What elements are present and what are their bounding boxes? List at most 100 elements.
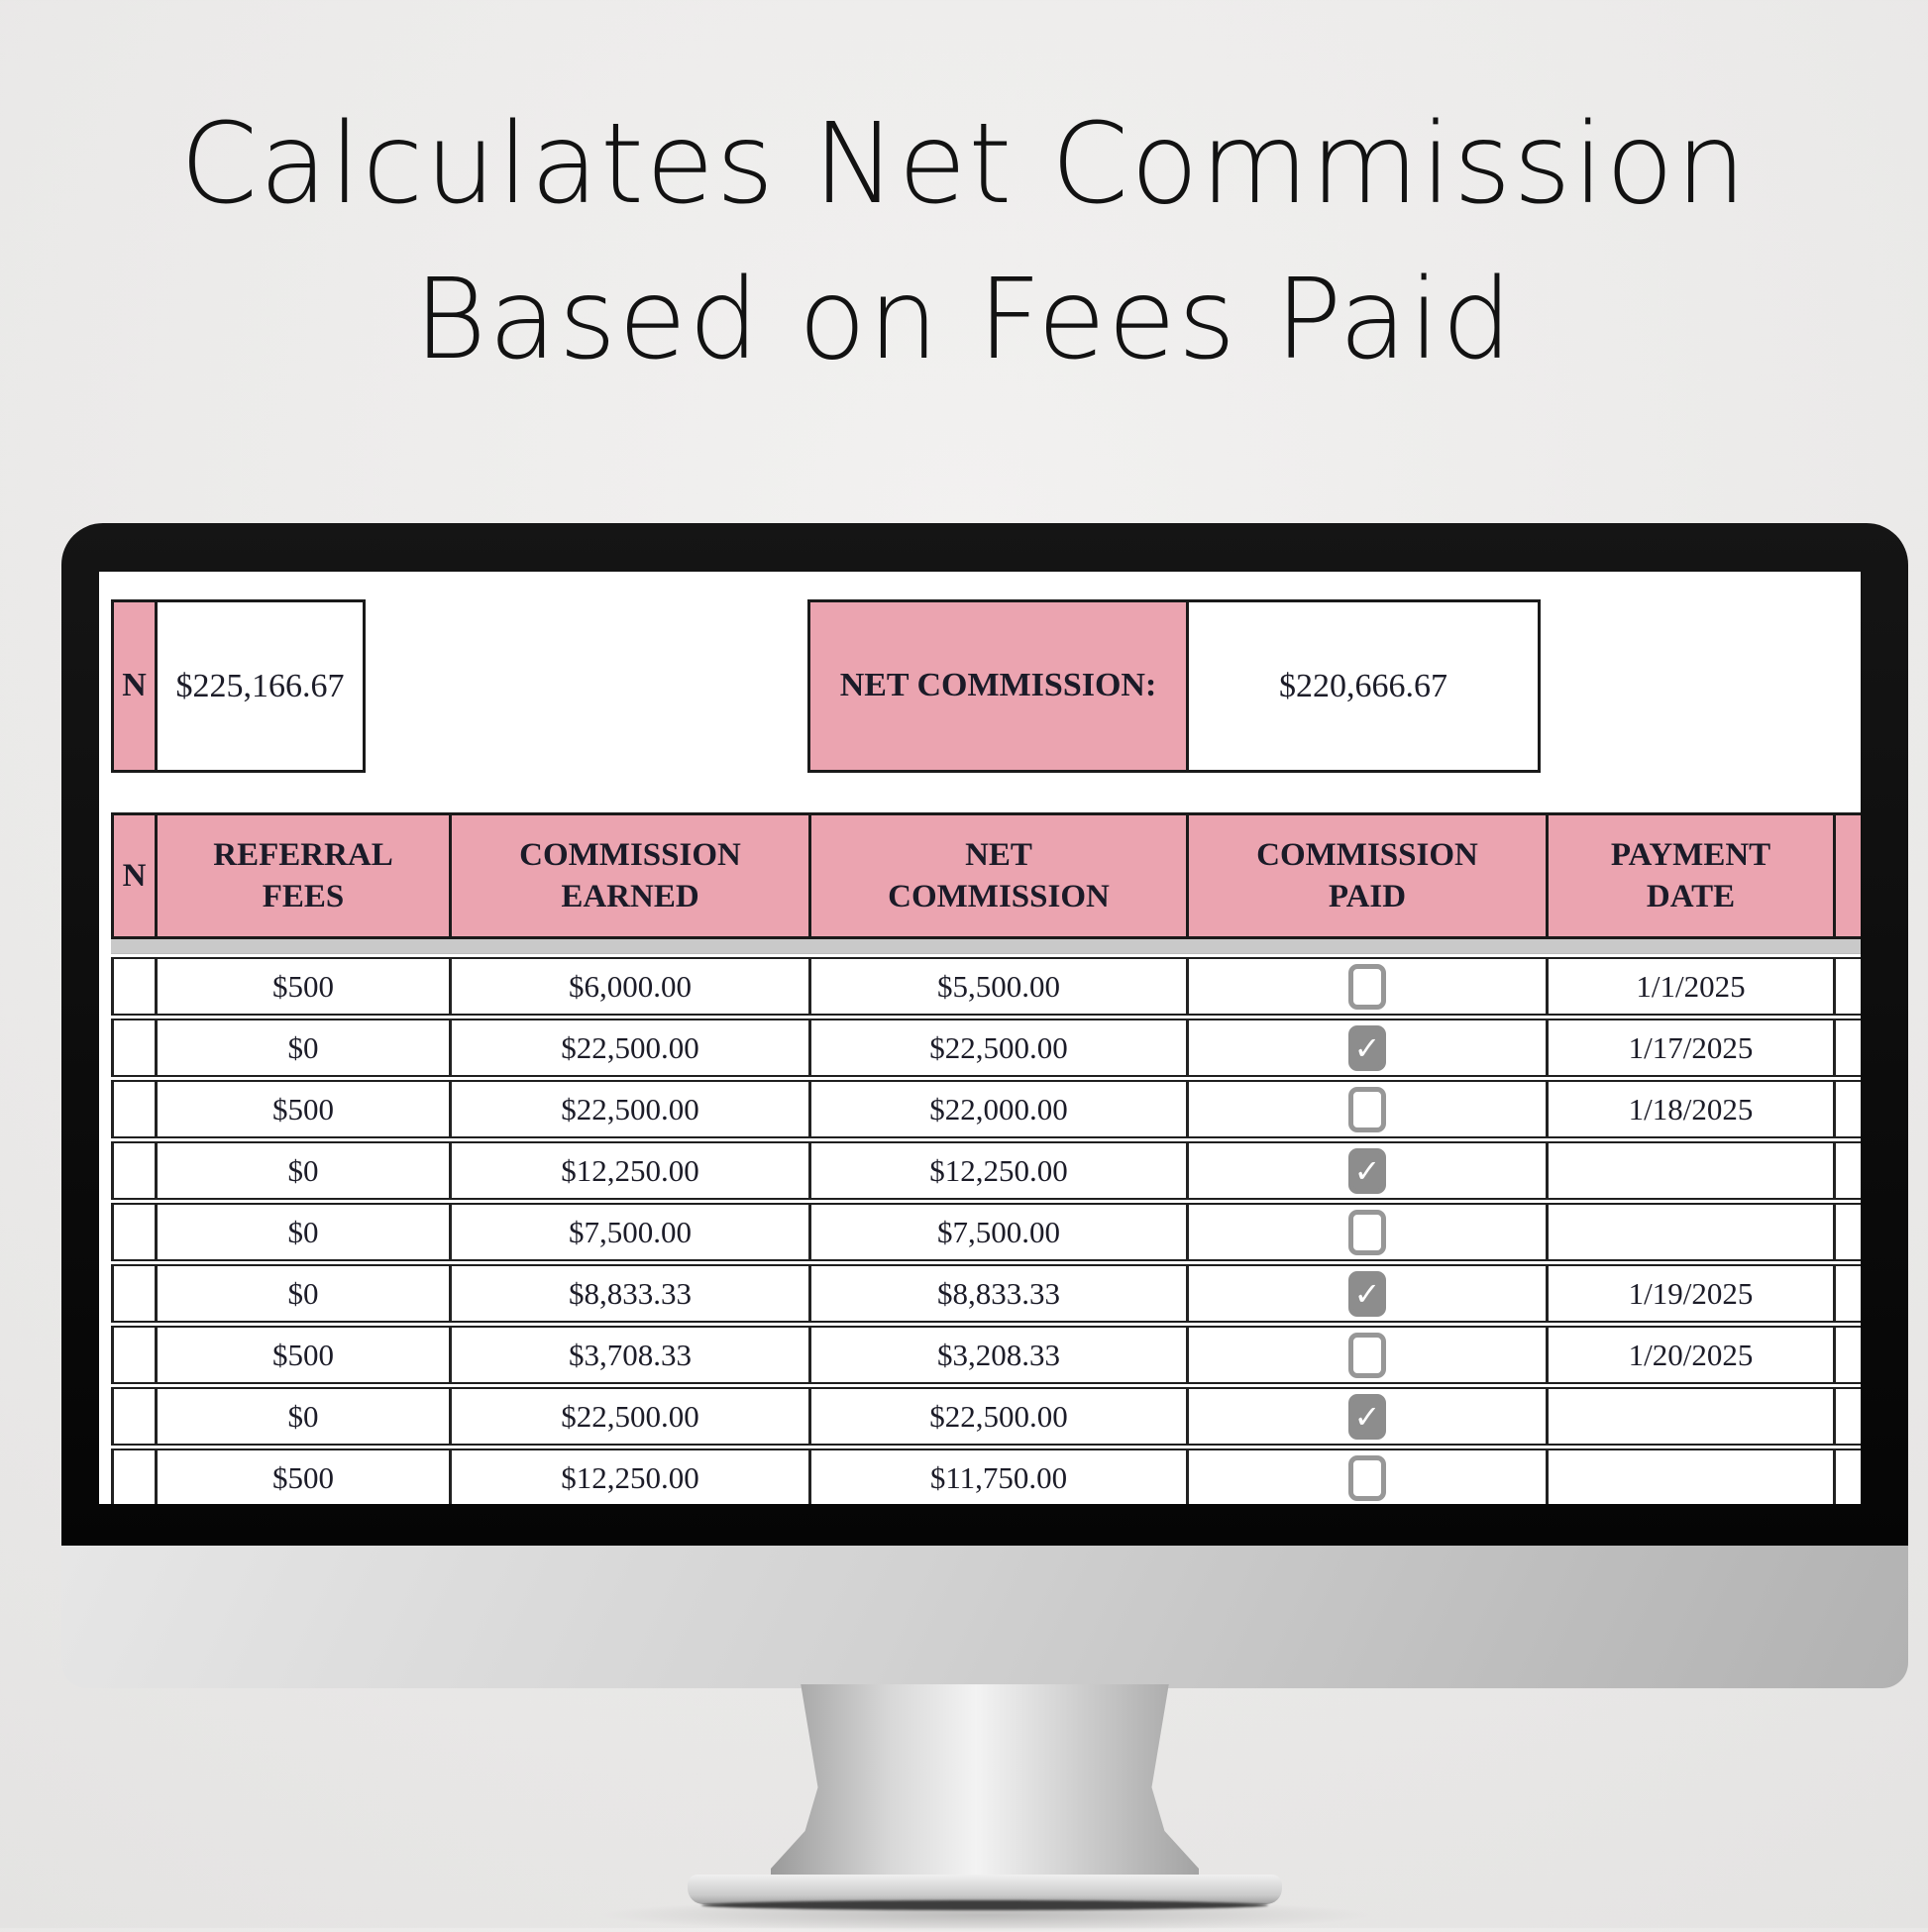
- cell-partial[interactable]: [111, 1266, 155, 1321]
- cell-cut-column[interactable]: [1833, 1389, 1861, 1444]
- table-rows: $500 $6,000.00 $5,500.00 1/1/2025 $0 $22…: [111, 957, 1861, 1504]
- header-shadow-strip: [111, 939, 1861, 954]
- cell-partial[interactable]: [111, 1082, 155, 1136]
- cell-referral-fees[interactable]: $500: [155, 1450, 449, 1504]
- cell-commission-earned[interactable]: $22,500.00: [449, 1389, 808, 1444]
- cell-payment-date[interactable]: [1546, 1450, 1833, 1504]
- cell-cut-column[interactable]: [1833, 1020, 1861, 1075]
- cell-partial[interactable]: [111, 1450, 155, 1504]
- cell-referral-fees[interactable]: $0: [155, 1205, 449, 1259]
- monitor-stand-base: [688, 1875, 1282, 1904]
- table-row: $500 $6,000.00 $5,500.00 1/1/2025: [111, 957, 1861, 1016]
- cell-payment-date[interactable]: [1546, 1143, 1833, 1198]
- header-cut-column: [1833, 815, 1861, 936]
- cell-cut-column[interactable]: [1833, 1143, 1861, 1198]
- cell-net-commission[interactable]: $22,500.00: [808, 1389, 1186, 1444]
- commission-paid-checkbox[interactable]: [1348, 1454, 1386, 1501]
- cell-commission-earned[interactable]: $7,500.00: [449, 1205, 808, 1259]
- cell-commission-paid: [1186, 1082, 1546, 1136]
- cell-payment-date[interactable]: 1/18/2025: [1546, 1082, 1833, 1136]
- monitor-bezel: N $225,166.67 NET COMMISSION: $220,666.6…: [61, 523, 1908, 1546]
- cell-payment-date[interactable]: 1/1/2025: [1546, 959, 1833, 1014]
- cell-commission-earned[interactable]: $22,500.00: [449, 1082, 808, 1136]
- monitor-chin: [61, 1546, 1908, 1688]
- cell-cut-column[interactable]: [1833, 1328, 1861, 1382]
- cell-commission-earned[interactable]: $6,000.00: [449, 959, 808, 1014]
- cell-commission-paid: [1186, 1328, 1546, 1382]
- monitor-screen: N $225,166.67 NET COMMISSION: $220,666.6…: [99, 572, 1861, 1504]
- header-commission-earned: COMMISSION EARNED: [449, 815, 808, 936]
- cell-commission-earned[interactable]: $12,250.00: [449, 1143, 808, 1198]
- net-commission-value-cell[interactable]: $220,666.67: [1189, 602, 1538, 770]
- cell-commission-earned[interactable]: $8,833.33: [449, 1266, 808, 1321]
- cell-referral-fees[interactable]: $0: [155, 1266, 449, 1321]
- cell-cut-column[interactable]: [1833, 1082, 1861, 1136]
- title-line-1: Calculates Net Commission: [179, 100, 1749, 229]
- cell-commission-earned[interactable]: $12,250.00: [449, 1450, 808, 1504]
- cell-payment-date[interactable]: [1546, 1389, 1833, 1444]
- commission-paid-checkbox[interactable]: [1348, 1209, 1386, 1255]
- cell-payment-date[interactable]: 1/17/2025: [1546, 1020, 1833, 1075]
- table-row: $0 $12,250.00 $12,250.00 ✓: [111, 1141, 1861, 1200]
- cell-commission-earned[interactable]: $3,708.33: [449, 1328, 808, 1382]
- cell-payment-date[interactable]: 1/19/2025: [1546, 1266, 1833, 1321]
- table-row: $500 $22,500.00 $22,000.00 1/18/2025: [111, 1080, 1861, 1138]
- cell-referral-fees[interactable]: $0: [155, 1389, 449, 1444]
- header-referral-fees: REFERRAL FEES: [155, 815, 449, 936]
- table-row: $0 $22,500.00 $22,500.00 ✓ 1/17/2025: [111, 1019, 1861, 1077]
- cell-commission-paid: ✓: [1186, 1143, 1546, 1198]
- spreadsheet: N $225,166.67 NET COMMISSION: $220,666.6…: [99, 572, 1861, 1504]
- header-net-commission: NET COMMISSION: [808, 815, 1186, 936]
- table-row: $0 $8,833.33 $8,833.33 ✓ 1/19/2025: [111, 1264, 1861, 1323]
- cell-commission-paid: ✓: [1186, 1020, 1546, 1075]
- cell-cut-column[interactable]: [1833, 1266, 1861, 1321]
- cell-commission-paid: [1186, 1450, 1546, 1504]
- cell-net-commission[interactable]: $7,500.00: [808, 1205, 1186, 1259]
- cell-net-commission[interactable]: $22,000.00: [808, 1082, 1186, 1136]
- cell-payment-date[interactable]: [1546, 1205, 1833, 1259]
- cell-cut-column[interactable]: [1833, 1450, 1861, 1504]
- commission-paid-checkbox[interactable]: [1348, 1086, 1386, 1132]
- cell-net-commission[interactable]: $22,500.00: [808, 1020, 1186, 1075]
- cell-payment-date[interactable]: 1/20/2025: [1546, 1328, 1833, 1382]
- cell-net-commission[interactable]: $8,833.33: [808, 1266, 1186, 1321]
- cell-net-commission[interactable]: $3,208.33: [808, 1328, 1186, 1382]
- cell-partial[interactable]: [111, 1020, 155, 1075]
- cell-commission-paid: ✓: [1186, 1389, 1546, 1444]
- cell-net-commission[interactable]: $5,500.00: [808, 959, 1186, 1014]
- page-title: Calculates Net Commission Based on Fees …: [0, 87, 1928, 398]
- cell-referral-fees[interactable]: $500: [155, 959, 449, 1014]
- commission-paid-checkbox[interactable]: ✓: [1348, 1270, 1386, 1317]
- cell-commission-paid: [1186, 959, 1546, 1014]
- cell-commission-paid: ✓: [1186, 1266, 1546, 1321]
- cell-referral-fees[interactable]: $0: [155, 1020, 449, 1075]
- table-row: $500 $3,708.33 $3,208.33 1/20/2025: [111, 1326, 1861, 1384]
- cell-partial[interactable]: [111, 959, 155, 1014]
- commission-paid-checkbox[interactable]: [1348, 963, 1386, 1010]
- summary-left-value-cell[interactable]: $225,166.67: [158, 602, 363, 770]
- header-payment-date: PAYMENT DATE: [1546, 815, 1833, 936]
- cell-partial[interactable]: [111, 1205, 155, 1259]
- cell-cut-column[interactable]: [1833, 1205, 1861, 1259]
- cell-partial[interactable]: [111, 1389, 155, 1444]
- net-commission-summary: NET COMMISSION: $220,666.67: [807, 599, 1541, 773]
- cell-net-commission[interactable]: $12,250.00: [808, 1143, 1186, 1198]
- cell-partial[interactable]: [111, 1328, 155, 1382]
- header-commission-paid: COMMISSION PAID: [1186, 815, 1546, 936]
- cell-referral-fees[interactable]: $500: [155, 1328, 449, 1382]
- commission-paid-checkbox[interactable]: [1348, 1332, 1386, 1378]
- cell-net-commission[interactable]: $11,750.00: [808, 1450, 1186, 1504]
- commission-paid-checkbox[interactable]: ✓: [1348, 1024, 1386, 1071]
- cell-commission-paid: [1186, 1205, 1546, 1259]
- cell-referral-fees[interactable]: $0: [155, 1143, 449, 1198]
- table-row: $0 $22,500.00 $22,500.00 ✓: [111, 1387, 1861, 1446]
- cell-commission-earned[interactable]: $22,500.00: [449, 1020, 808, 1075]
- title-line-2: Based on Fees Paid: [413, 255, 1515, 384]
- table-row: $0 $7,500.00 $7,500.00: [111, 1203, 1861, 1261]
- commission-paid-checkbox[interactable]: ✓: [1348, 1147, 1386, 1194]
- table-row: $500 $12,250.00 $11,750.00: [111, 1449, 1861, 1504]
- commission-paid-checkbox[interactable]: ✓: [1348, 1393, 1386, 1440]
- cell-referral-fees[interactable]: $500: [155, 1082, 449, 1136]
- cell-cut-column[interactable]: [1833, 959, 1861, 1014]
- cell-partial[interactable]: [111, 1143, 155, 1198]
